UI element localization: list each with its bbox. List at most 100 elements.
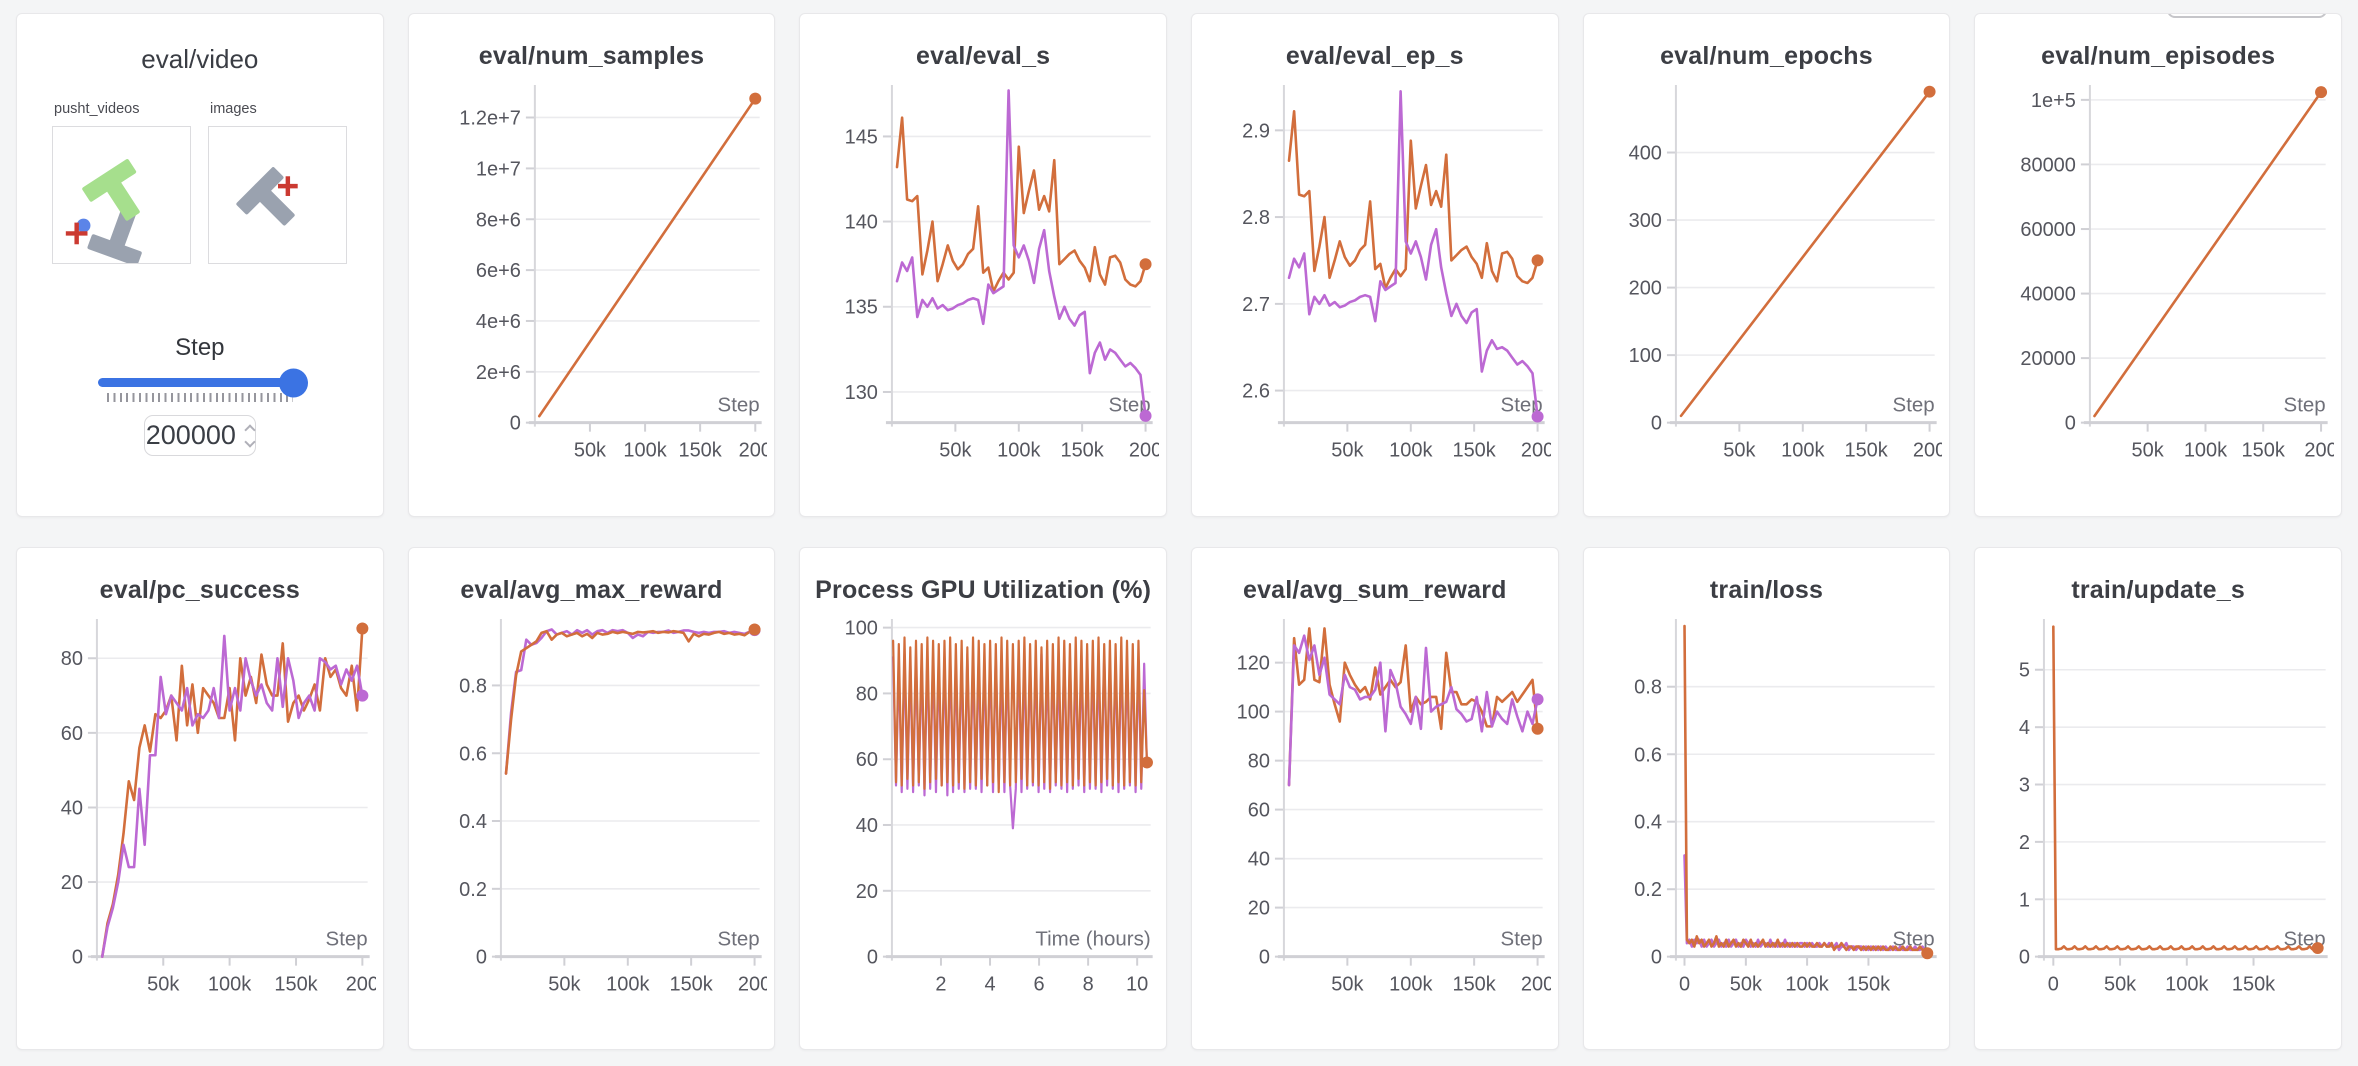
chart-plot[interactable]: 0 20000 40000 60000 80000 1e+5 50k 100k 150k 200 S… <box>1982 73 2334 493</box>
chart-panel-eval-eval-s[interactable]: eval/eval_s 130 135 140 145 50k 100k 150k 200 St… <box>799 13 1167 517</box>
chart-plot[interactable]: 0 2e+6 4e+6 6e+6 8e+6 1e+7 1.2e+7 50k 100k 150k 20… <box>416 73 768 493</box>
series-end-dot-run-orange <box>1531 254 1544 267</box>
y-tick-label: 20 <box>1248 897 1270 919</box>
x-tick-label: 100k <box>2184 440 2228 462</box>
chart-panel-eval-num-epochs[interactable]: eval/num_epochs 0 100 200 300 400 50k 100k 150k… <box>1582 13 1951 517</box>
x-tick-label: 50k <box>573 440 606 462</box>
series-line-run-orange <box>1287 109 1539 290</box>
image-frame[interactable] <box>208 126 347 264</box>
y-tick-label: 0.4 <box>459 810 487 832</box>
x-tick-label: 2 <box>936 973 947 995</box>
y-tick-label: 2.8 <box>1242 207 1270 229</box>
y-tick-label: 0 <box>1259 946 1270 968</box>
x-tick-label: 150k <box>1844 440 1888 462</box>
y-tick-label: 145 <box>845 126 878 148</box>
y-tick-label: 2e+6 <box>476 362 521 384</box>
chart-panel-eval-num-samples[interactable]: eval/num_samples 0 2e+6 4e+6 6e+6 8e+6 1e+7 1.… <box>407 13 776 517</box>
x-tick-label: 100k <box>2165 973 2209 995</box>
media-panel-eval-video[interactable]: eval/video pusht_videos <box>16 13 384 517</box>
x-axis-label: Step <box>2284 394 2326 417</box>
x-axis-label: Step <box>326 927 368 950</box>
chart-plot[interactable]: 2.6 2.7 2.8 2.9 50k 100k 150k 200 Step <box>1199 73 1551 493</box>
y-tick-label: 0.6 <box>459 743 487 765</box>
y-tick-label: 1e+7 <box>476 158 521 180</box>
y-tick-label: 60 <box>1248 799 1270 821</box>
chart-panel-eval-eval-ep-s[interactable]: eval/eval_ep_s 2.6 2.7 2.8 2.9 50k 100k 150k 20… <box>1190 13 1559 517</box>
chart-panel-process-gpu-utilization[interactable]: Process GPU Utilization (%) 0 20 40 60 80 100… <box>799 546 1167 1050</box>
chart-plot[interactable]: 130 135 140 145 50k 100k 150k 200 Step <box>807 73 1159 493</box>
y-tick-label: 1 <box>2019 889 2030 911</box>
chart-canvas[interactable]: 0 2e+6 4e+6 6e+6 8e+6 1e+7 1.2e+7 50k 100k 150k 20… <box>416 73 768 493</box>
chart-canvas[interactable]: 2.6 2.7 2.8 2.9 50k 100k 150k 200 Step <box>1199 73 1551 493</box>
chart-canvas[interactable]: 130 135 140 145 50k 100k 150k 200 Step <box>807 73 1159 493</box>
chart-plot[interactable]: 0 20 40 60 80 100 120 50k 100k 150k 200 Step <box>1199 607 1551 1027</box>
y-tick-label: 40 <box>856 814 878 836</box>
step-value: 200000 <box>145 420 236 450</box>
slider-track[interactable] <box>97 368 308 397</box>
chart-canvas[interactable]: 0 20 40 60 80 100 2 4 6 8 10 Time (hours) <box>807 607 1159 1027</box>
video-frame[interactable] <box>52 126 191 267</box>
chart-plot[interactable]: 0 20 40 60 80 100 2 4 6 8 10 Time (hours) <box>807 607 1159 1027</box>
chart-title: eval/num_episodes <box>2041 42 2276 70</box>
y-tick-label: 20000 <box>2021 348 2077 370</box>
y-tick-label: 80 <box>856 683 878 705</box>
stepper-control[interactable] <box>244 423 256 449</box>
y-tick-label: 60 <box>61 722 83 744</box>
chevron-up-icon[interactable] <box>244 423 256 436</box>
chart-plot[interactable]: 0 100 200 300 400 50k 100k 150k 200 Step <box>1591 73 1943 493</box>
chart-canvas[interactable]: 0 100 200 300 400 50k 100k 150k 200 Step <box>1591 73 1943 493</box>
x-tick-label: 50k <box>147 973 180 995</box>
x-tick-label: 150k <box>2242 440 2286 462</box>
x-tick-label: 150k <box>2232 973 2276 995</box>
x-tick-label: 200 <box>738 440 767 462</box>
x-tick-label: 100k <box>1785 973 1829 995</box>
y-tick-label: 0.6 <box>1634 744 1662 766</box>
chart-title: eval/avg_sum_reward <box>1242 575 1507 604</box>
x-axis-label: Step <box>1109 394 1151 417</box>
thumbnail-pusht-videos[interactable]: pusht_videos <box>52 101 191 267</box>
chart-canvas[interactable]: 0 20000 40000 60000 80000 1e+5 50k 100k 150k 200 S… <box>1982 73 2334 493</box>
series-end-dot-run-orange <box>1141 755 1154 768</box>
chart-plot[interactable]: 0 1 2 3 4 5 0 50k 100k 150k Step <box>1982 607 2334 1027</box>
chart-panel-eval-pc-success[interactable]: eval/pc_success 0 20 40 60 80 50k 100k 150k 200 S… <box>16 546 384 1050</box>
chart-plot[interactable]: 0 20 40 60 80 50k 100k 150k 200 Step <box>24 607 376 1027</box>
x-tick-label: 200 <box>1913 440 1943 462</box>
y-tick-label: 2.9 <box>1242 120 1270 142</box>
chart-title: eval/num_samples <box>478 42 705 70</box>
thumbnail-images[interactable]: images <box>208 101 347 264</box>
slider-handle[interactable] <box>278 368 308 397</box>
y-tick-label: 40 <box>61 797 83 819</box>
y-tick-label: 0.4 <box>1634 811 1662 833</box>
y-tick-label: 0.2 <box>459 878 487 900</box>
x-tick-label: 200 <box>1521 973 1551 995</box>
x-tick-label: 200 <box>738 973 768 995</box>
chart-canvas[interactable]: 0 20 40 60 80 100 120 50k 100k 150k 200 Step <box>1199 607 1551 1027</box>
chart-panel-eval-avg-sum-reward[interactable]: eval/avg_sum_reward 0 20 40 60 80 100 120 50k 10… <box>1190 546 1559 1050</box>
chart-panel-train-loss[interactable]: train/loss 0 0.2 0.4 0.6 0.8 0 50k 100k 150k Step <box>1582 546 1951 1050</box>
pusht-scene-icon <box>65 159 142 267</box>
x-tick-label: 150k <box>1846 973 1890 995</box>
chart-panel-eval-avg-max-reward[interactable]: eval/avg_max_reward 0 0.2 0.4 0.6 0.8 50k 100k… <box>407 546 776 1050</box>
step-number-input[interactable]: 200000 <box>143 415 256 456</box>
x-tick-label: 200 <box>1129 440 1159 462</box>
chart-plot[interactable]: 0 0.2 0.4 0.6 0.8 0 50k 100k 150k Step <box>1591 607 1943 1027</box>
x-tick-label: 150k <box>1452 440 1496 462</box>
chart-canvas[interactable]: 0 20 40 60 80 50k 100k 150k 200 Step <box>24 607 376 1027</box>
chevron-down-icon[interactable] <box>244 435 256 448</box>
x-tick-label: 10 <box>1126 973 1148 995</box>
green-t-shape <box>82 159 140 221</box>
x-tick-label: 50k <box>1331 440 1364 462</box>
chart-canvas[interactable]: 0 0.2 0.4 0.6 0.8 50k 100k 150k 200 Step <box>416 607 768 1027</box>
chart-panel-train-update-s[interactable]: train/update_s 0 1 2 3 4 5 0 50k 100k 150k Step <box>1974 546 2342 1050</box>
y-tick-label: 0 <box>509 413 520 435</box>
chart-panel-eval-num-episodes[interactable]: eval/num_episodes 0 20000 40000 60000 80000 1… <box>1974 13 2342 517</box>
chart-canvas[interactable]: 0 0.2 0.4 0.6 0.8 0 50k 100k 150k Step <box>1591 607 1943 1027</box>
red-cross <box>65 222 88 245</box>
y-tick-label: 4e+6 <box>476 311 521 333</box>
step-slider[interactable] <box>97 368 308 402</box>
thumbnail-label: pusht_videos <box>54 101 140 117</box>
x-tick-label: 6 <box>1034 973 1045 995</box>
x-tick-label: 50k <box>1729 973 1762 995</box>
chart-plot[interactable]: 0 0.2 0.4 0.6 0.8 50k 100k 150k 200 Step <box>416 607 768 1027</box>
